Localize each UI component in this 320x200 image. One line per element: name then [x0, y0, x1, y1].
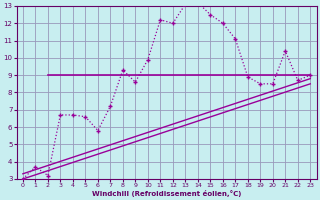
- X-axis label: Windchill (Refroidissement éolien,°C): Windchill (Refroidissement éolien,°C): [92, 190, 241, 197]
